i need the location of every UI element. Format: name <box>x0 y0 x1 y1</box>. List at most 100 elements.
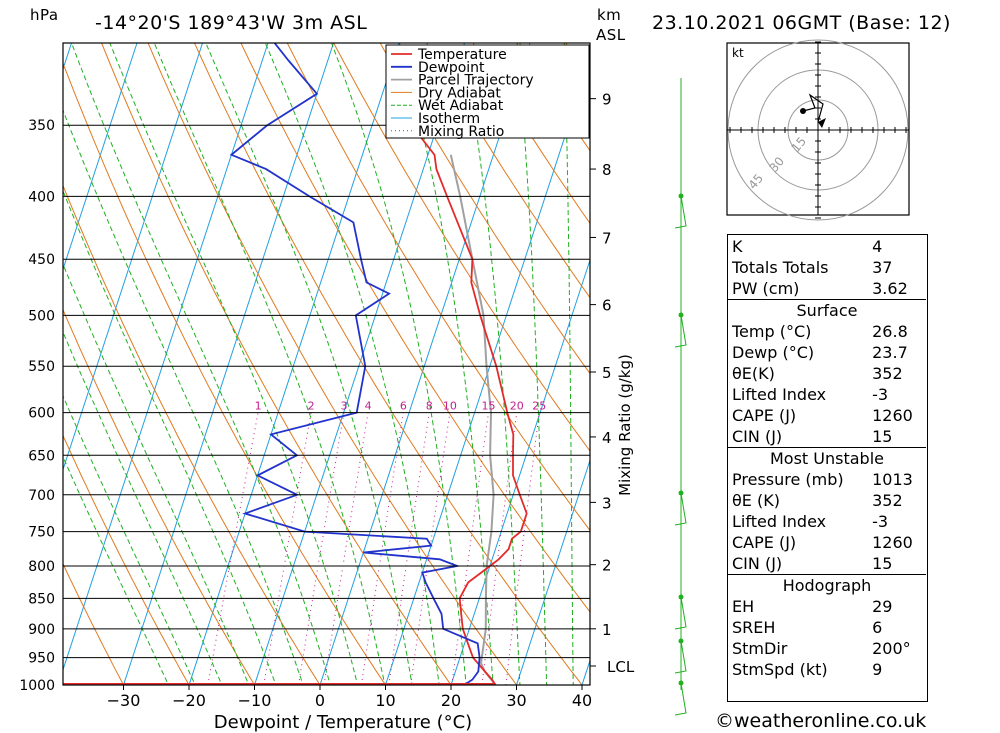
mixing-ratio-label: 15 <box>482 400 496 413</box>
legend-entry: Dry Adiabat <box>418 85 501 101</box>
pressure-unit-label: hPa <box>30 6 59 24</box>
wind-barb <box>674 195 687 229</box>
dry-adiabat-line <box>63 562 125 685</box>
index-value: 352 <box>872 491 903 510</box>
index-value: -3 <box>872 385 889 404</box>
height-tick-label: 2 <box>602 557 612 575</box>
legend-entry: Temperature <box>417 47 507 63</box>
dry-adiabat-line <box>63 184 321 685</box>
index-label: Dewp (°C) <box>732 343 815 362</box>
mixing-ratio-label: 25 <box>532 400 546 413</box>
legend-entry: Mixing Ratio <box>418 124 504 140</box>
legend-entry: Isotherm <box>418 111 480 127</box>
wet-adiabat-line <box>563 43 574 685</box>
wet-adiabat-line <box>330 43 467 685</box>
temperature-tick-label: 30 <box>506 691 526 710</box>
wet-adiabat-line <box>63 108 304 685</box>
wind-barb <box>674 492 687 526</box>
isotherm-line <box>63 43 138 271</box>
isotherm-line <box>188 43 400 685</box>
height-tick-label: 8 <box>602 161 612 179</box>
index-value: -3 <box>872 512 889 531</box>
wet-adiabat-line <box>70 43 331 685</box>
height-tick-label: 1 <box>602 621 612 639</box>
height-tick-label: 4 <box>602 429 612 447</box>
mixing-ratio-axis-label: Mixing Ratio (g/kg) <box>616 354 634 496</box>
mixing-ratio-label: 4 <box>365 400 372 413</box>
pressure-tick-label: 500 <box>28 308 55 324</box>
index-label: PW (cm) <box>732 279 800 298</box>
mixing-ratio-label: 3 <box>340 400 347 413</box>
isotherm-line <box>253 43 466 685</box>
pressure-tick-label: 850 <box>28 591 55 607</box>
index-label: K <box>732 237 743 256</box>
wind-barb <box>674 596 687 630</box>
index-label: Pressure (mb) <box>732 470 844 489</box>
isotherm-line <box>319 43 531 685</box>
isotherm-line <box>515 458 590 685</box>
index-value: 15 <box>872 427 893 446</box>
wet-adiabat-line <box>398 43 494 685</box>
pressure-tick-label: 900 <box>28 622 55 638</box>
isotherm-line <box>122 43 335 685</box>
pressure-tick-label: 800 <box>28 559 55 575</box>
dry-adiabat-line <box>333 43 590 452</box>
copyright-footer: ©weatheronline.co.uk <box>715 710 927 732</box>
most-unstable-row: CAPE (J) 1260 <box>728 532 926 553</box>
index-value: 1013 <box>872 470 913 489</box>
wet-adiabat-line <box>63 455 170 685</box>
wind-barb <box>674 314 687 348</box>
index-label: Temp (°C) <box>732 322 812 341</box>
index-value: 23.7 <box>872 343 908 362</box>
mixing-ratio-label: 8 <box>426 400 433 413</box>
hodograph-title: Hodograph <box>728 574 926 597</box>
mixing-ratio-line <box>263 412 312 685</box>
isotherm-line <box>384 58 590 685</box>
index-row: Totals Totals 37 <box>728 257 926 278</box>
section-title: Hodograph <box>782 576 872 595</box>
dry-adiabat-line <box>63 434 190 685</box>
mixing-ratio-label: 6 <box>400 400 407 413</box>
wind-barb <box>674 682 687 716</box>
dry-adiabat-line <box>426 43 590 299</box>
mixing-ratio-label: 20 <box>510 400 524 413</box>
height-tick-label: 9 <box>602 91 612 109</box>
surface-title: Surface <box>728 299 926 322</box>
surface-row: Dewp (°C) 23.7 <box>728 342 926 363</box>
isotherm-line <box>63 43 204 472</box>
pressure-tick-label: 600 <box>28 406 55 422</box>
section-title: Surface <box>796 301 858 320</box>
isotherm-line <box>63 43 269 672</box>
temperature-tick-label: 20 <box>441 691 461 710</box>
asl-label: ASL <box>596 26 626 44</box>
section-title: Most Unstable <box>770 449 884 468</box>
index-value: 4 <box>872 237 883 256</box>
index-value: 6 <box>872 618 883 637</box>
temperature-tick-label: 10 <box>375 691 395 710</box>
index-value: 29 <box>872 597 893 616</box>
index-value: 1260 <box>872 406 913 425</box>
dry-adiabat-line <box>286 43 590 532</box>
isotherm-line <box>0 25 12 711</box>
dry-adiabat-line <box>147 43 518 685</box>
index-label: StmSpd (kt) <box>732 660 828 679</box>
index-label: SREH <box>732 618 776 637</box>
legend-entry: Dewpoint <box>418 60 485 76</box>
hodograph-trace <box>802 93 824 123</box>
most-unstable-row: θE (K) 352 <box>728 490 926 511</box>
wet-adiabat-line <box>264 43 440 685</box>
lcl-label: LCL <box>607 658 635 676</box>
index-value: 3.62 <box>872 279 908 298</box>
storm-motion-marker <box>818 118 826 128</box>
indices-table: K 4 Totals Totals 37 PW (cm) 3.62 Surface Temp … <box>728 236 926 680</box>
height-tick-label: 5 <box>602 364 612 382</box>
hodograph-row: StmSpd (kt) 9 <box>728 659 926 680</box>
dry-adiabat-line <box>968 25 1000 711</box>
index-label: CIN (J) <box>732 427 783 446</box>
wet-adiabat-line <box>63 263 250 685</box>
dry-adiabat-line <box>101 43 452 685</box>
index-row: PW (cm) 3.62 <box>728 278 926 300</box>
surface-row: CIN (J) 15 <box>728 426 926 448</box>
